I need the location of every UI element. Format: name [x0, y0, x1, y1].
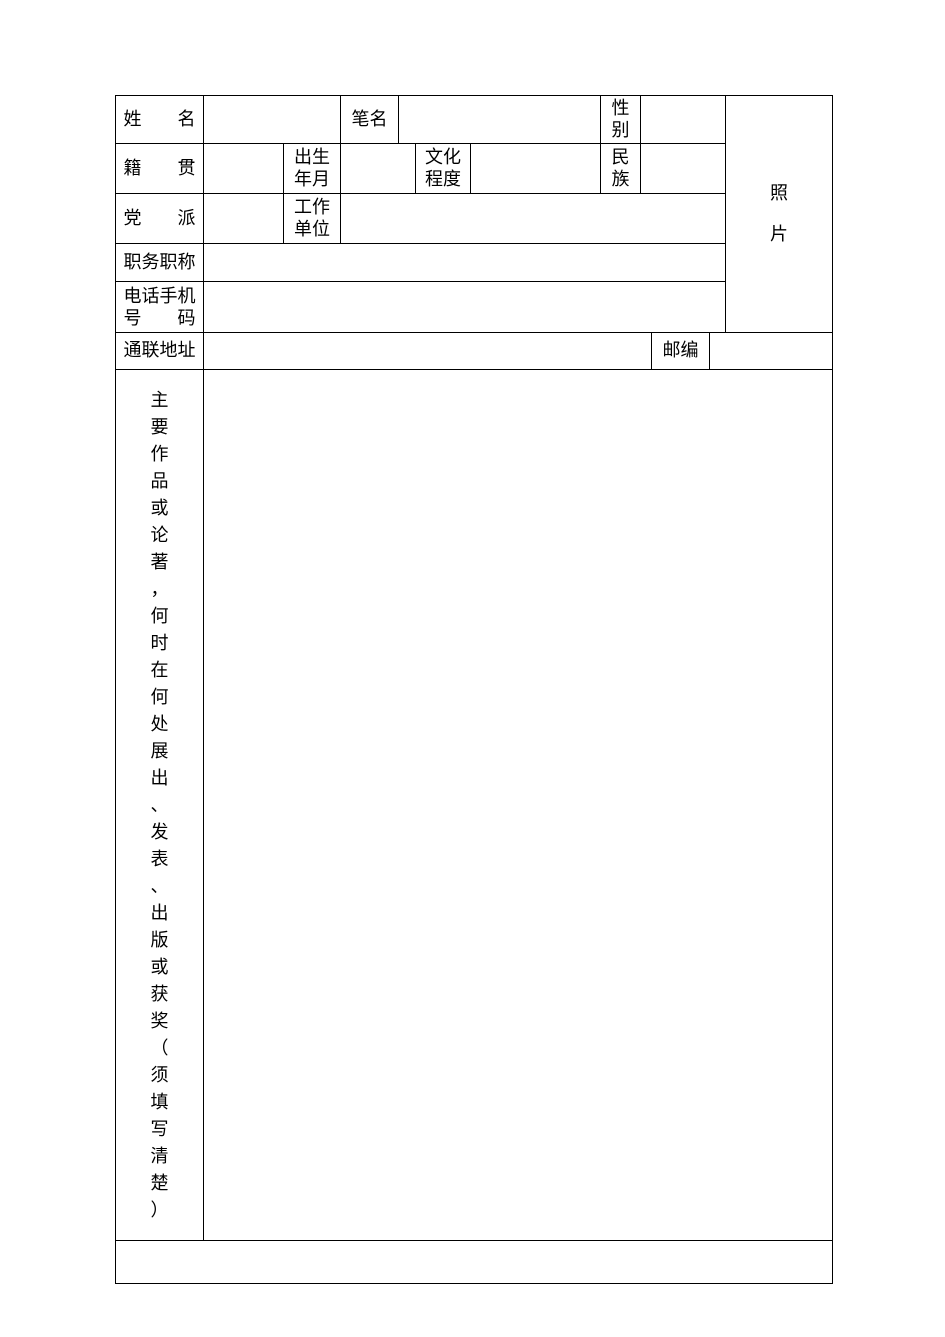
field-works[interactable] — [204, 370, 832, 1240]
field-party[interactable] — [204, 194, 284, 243]
label-education: 文化程度 — [416, 144, 471, 193]
field-address[interactable] — [204, 333, 652, 369]
field-workunit[interactable] — [341, 194, 725, 243]
field-jobtitle[interactable] — [204, 244, 725, 281]
label-penname: 笔名 — [341, 96, 399, 143]
field-ethnicity[interactable] — [641, 144, 725, 193]
label-jobtitle: 职务职称 — [116, 244, 204, 281]
label-workunit: 工作单位 — [284, 194, 341, 243]
label-works: 主要作品或论著，何时在何处展出、发表、出版或获奖（须填写清楚） — [116, 370, 204, 1240]
label-ethnicity: 民族 — [601, 144, 641, 193]
label-address: 通联地址 — [116, 333, 204, 369]
label-party: 党 派 — [116, 194, 204, 243]
label-postcode: 邮编 — [652, 333, 710, 369]
field-name[interactable] — [204, 96, 341, 143]
label-birthdate: 出生年月 — [284, 144, 341, 193]
photo-box: 照片 — [725, 96, 832, 332]
field-penname[interactable] — [399, 96, 601, 143]
label-phone: 电话手机号 码 — [116, 282, 204, 332]
field-gender[interactable] — [641, 96, 725, 143]
field-education[interactable] — [471, 144, 601, 193]
field-postcode[interactable] — [710, 333, 832, 369]
label-name: 姓 名 — [116, 96, 204, 143]
registration-form-table: 姓 名 笔名 性别 籍 贯 出生年月 文化程度 民族 党 派 — [115, 95, 833, 1284]
label-origin: 籍 贯 — [116, 144, 204, 193]
field-birthdate[interactable] — [341, 144, 416, 193]
bottom-empty-row — [116, 1241, 832, 1283]
label-gender: 性别 — [601, 96, 641, 143]
field-phone[interactable] — [204, 282, 725, 332]
field-origin[interactable] — [204, 144, 284, 193]
